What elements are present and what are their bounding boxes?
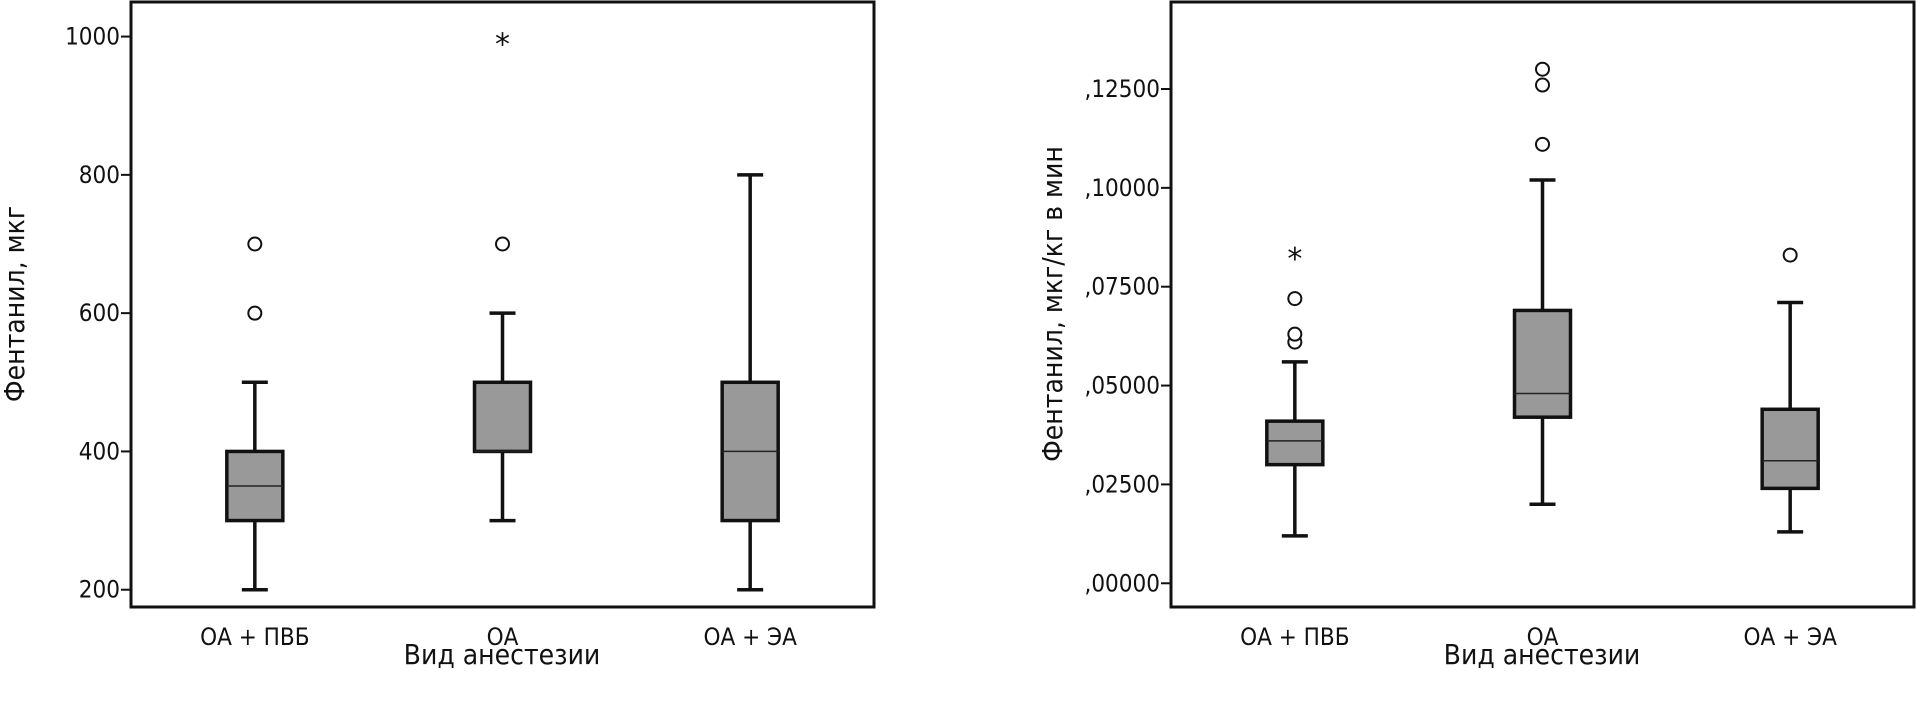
plot-frame — [129, 0, 876, 609]
box-group: * — [225, 28, 780, 592]
x-tick-label: ОА — [1527, 623, 1559, 651]
outlier-point — [1535, 136, 1550, 152]
iqr-box — [472, 380, 533, 454]
x-axis-labels: ОА + ПВБ ОА ОА + ЭА — [200, 623, 797, 651]
x-axis-title: Вид анестезии — [404, 638, 601, 671]
y-tick-label: 200 — [79, 576, 120, 604]
outlier-point — [1535, 61, 1550, 77]
y-tick-label: ,00000 — [1084, 569, 1160, 597]
iqr-box — [1760, 407, 1820, 491]
outlier-point — [495, 236, 510, 252]
x-tick-label: ОА + ПВБ — [1240, 623, 1349, 651]
y-tick-label: 400 — [79, 437, 120, 465]
outlier-point — [1287, 326, 1303, 342]
outlier-point — [1287, 291, 1303, 307]
iqr-box — [1512, 308, 1573, 419]
y-tick-label: ,10000 — [1084, 174, 1160, 202]
x-tick-label: ОА + ЭА — [703, 623, 797, 651]
y-tick-label: 600 — [79, 299, 120, 327]
plot-frame — [1169, 0, 1916, 609]
x-axis-labels: ОА + ПВБ ОА ОА + ЭА — [1240, 623, 1837, 651]
y-tick-label: 1000 — [65, 23, 120, 51]
y-axis-title: Фентанил, мкг — [0, 206, 31, 402]
y-tick-label: ,05000 — [1084, 372, 1160, 400]
left-boxplot-panel: 200 400 600 800 1000 * ОА + ПВБ ОА ОА + ЭА Вид… — [0, 0, 876, 671]
extreme-point: * — [1287, 242, 1302, 277]
outlier-point — [1535, 77, 1550, 93]
x-tick-label: ОА + ПВБ — [200, 623, 309, 651]
y-tick-label: ,02500 — [1084, 470, 1160, 498]
x-tick-label: ОА — [487, 623, 519, 651]
extreme-point: * — [495, 28, 510, 63]
right-boxplot-panel: ,00000 ,02500 ,05000 ,07500 ,10000 ,12500 * О… — [1036, 0, 1916, 671]
outlier-point — [247, 305, 263, 321]
outlier-point — [247, 236, 263, 252]
y-axis-ticks: 200 400 600 800 1000 — [65, 23, 131, 604]
y-tick-label: ,12500 — [1084, 75, 1160, 103]
x-tick-label: ОА + ЭА — [1743, 623, 1837, 651]
x-axis-title: Вид анестезии — [1444, 638, 1641, 671]
outlier-point — [1782, 247, 1798, 263]
y-axis-ticks: ,00000 ,02500 ,05000 ,07500 ,10000 ,12500 — [1084, 75, 1171, 597]
y-axis-title: Фентанил, мкг/кг в мин — [1036, 146, 1069, 462]
y-tick-label: ,07500 — [1084, 273, 1160, 301]
box-group: * — [1265, 61, 1820, 538]
y-tick-label: 800 — [79, 161, 120, 189]
iqr-box — [1265, 419, 1325, 467]
